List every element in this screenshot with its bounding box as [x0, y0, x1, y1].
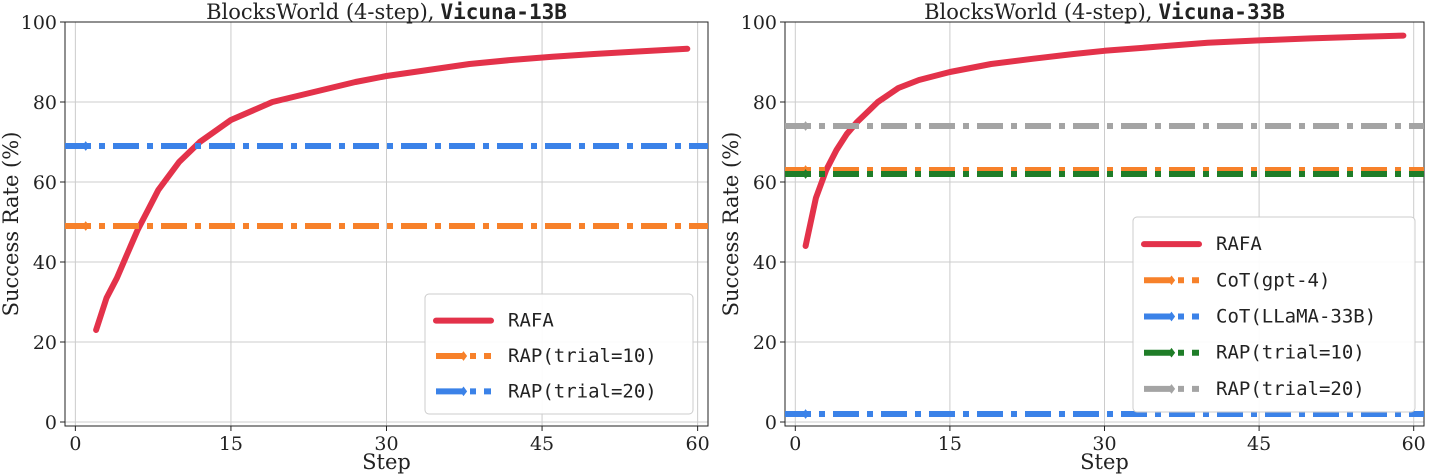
- legend-label: RAP(trial=10): [1216, 342, 1365, 364]
- y-tick-label: 60: [753, 172, 777, 194]
- chart-title: BlocksWorld (4-step), Vicuna-33B: [924, 0, 1285, 24]
- y-tick-label: 0: [765, 412, 777, 434]
- x-tick-label: 0: [69, 433, 81, 455]
- legend-box: [1132, 216, 1416, 413]
- legend: RAFA CoT(gpt-4) CoT(LLaMA-33B) RAP(trial=10…: [1132, 216, 1416, 413]
- y-tick-label: 80: [753, 92, 777, 114]
- x-tick-label: 30: [1092, 433, 1116, 455]
- legend-marker: [1167, 347, 1176, 358]
- x-axis-label: Step: [1080, 450, 1129, 474]
- y-tick-label: 40: [33, 252, 57, 274]
- y-axis-label: Success Rate (%): [719, 132, 743, 317]
- y-tick-label: 100: [741, 12, 777, 34]
- chart-title-model: Vicuna-13B: [440, 0, 566, 24]
- legend-label: RAFA: [1216, 233, 1262, 255]
- y-tick-label: 20: [33, 332, 57, 354]
- legend-marker: [459, 386, 468, 397]
- legend-label: RAP(trial=20): [1216, 378, 1365, 400]
- y-tick-label: 20: [753, 332, 777, 354]
- series-layer: [785, 32, 1424, 419]
- legend-label: CoT(LLaMA-33B): [1216, 306, 1376, 328]
- series-line-rafa: [93, 45, 691, 333]
- x-tick-label: 15: [938, 433, 962, 455]
- chart-title-model: Vicuna-33B: [1158, 0, 1284, 24]
- series-marker: [82, 221, 90, 231]
- y-tick-label: 80: [33, 92, 57, 114]
- x-tick-label: 15: [219, 433, 243, 455]
- x-tick-label: 45: [1247, 433, 1271, 455]
- x-tick-label: 30: [374, 433, 398, 455]
- legend-label: RAP(trial=10): [508, 345, 657, 367]
- legend-marker: [1167, 384, 1176, 394]
- series-marker: [82, 141, 90, 151]
- legend-label: RAFA: [508, 310, 554, 332]
- y-tick-label: 0: [45, 412, 57, 434]
- legend-box: [424, 293, 694, 415]
- y-tick-label: 100: [21, 12, 57, 34]
- legend: RAFA RAP(trial=10) RAP(trial=20): [424, 293, 694, 415]
- chart-panel-1: 0 15 30 45 60 0 20 40 60 80 100 Step Success Rate (%…: [0, 0, 710, 474]
- x-tick-label: 60: [1402, 433, 1426, 455]
- series-marker: [801, 409, 810, 419]
- y-tick-label: 60: [33, 172, 57, 194]
- chart-title-text: BlocksWorld (4-step),: [206, 0, 434, 24]
- x-tick-label: 60: [686, 433, 710, 455]
- series-marker: [801, 121, 810, 131]
- chart-title: BlocksWorld (4-step), Vicuna-13B: [206, 0, 567, 24]
- legend-marker: [459, 351, 468, 361]
- chart-panel-2: 0 15 30 45 60 0 20 40 60 80 100 Step Success Rate (%…: [719, 0, 1426, 474]
- x-axis-label: Step: [362, 450, 411, 474]
- legend-marker: [1167, 275, 1176, 286]
- y-axis-label: Success Rate (%): [0, 132, 23, 317]
- legend-label: CoT(gpt-4): [1216, 269, 1330, 291]
- legend-label: RAP(trial=20): [508, 380, 657, 402]
- legend-marker: [1167, 311, 1176, 322]
- series-layer: [65, 45, 708, 333]
- y-tick-label: 40: [753, 252, 777, 274]
- series-line-rafa: [802, 32, 1407, 249]
- x-tick-label: 0: [789, 433, 801, 455]
- series-marker: [801, 169, 810, 179]
- chart-title-text: BlocksWorld (4-step),: [924, 0, 1152, 24]
- x-tick-label: 45: [530, 433, 554, 455]
